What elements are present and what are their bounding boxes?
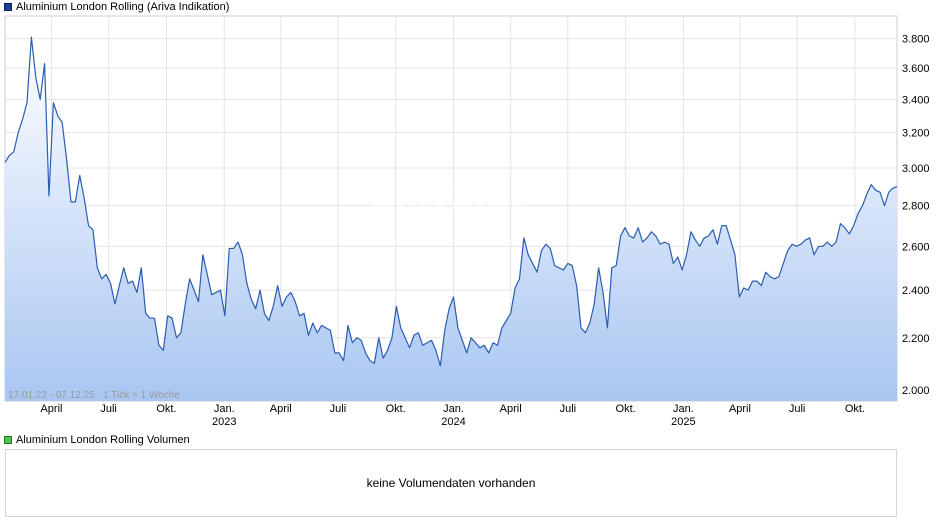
y-tick-label: 2.000	[902, 385, 930, 397]
x-tick-label: April	[270, 403, 292, 415]
y-tick-label: 3.800	[902, 34, 930, 46]
y-tick-label: 3.000	[902, 163, 930, 175]
x-tick-label: April	[729, 403, 751, 415]
x-year-label: 2025	[671, 416, 695, 428]
x-tick-label: April	[500, 403, 522, 415]
volume-legend-label: Aluminium London Rolling Volumen	[16, 434, 190, 446]
x-tick-label: Juli	[330, 403, 347, 415]
x-tick-label: Okt.	[386, 403, 406, 415]
price-line	[4, 36, 898, 367]
x-tick-label: Okt.	[616, 403, 636, 415]
x-tick-label: Jan.	[673, 403, 694, 415]
y-tick-label: 3.200	[902, 128, 930, 140]
price-chart[interactable]: ARIVA.DE 2.000 2.200 2.400 2.600 2.800 3.000 3…	[0, 0, 940, 432]
x-tick-label: April	[40, 403, 62, 415]
x-year-label: 2024	[441, 416, 465, 428]
price-legend-swatch	[4, 3, 12, 11]
y-tick-label: 3.600	[902, 63, 930, 75]
x-year-label: 2023	[212, 416, 236, 428]
x-tick-label: Okt.	[156, 403, 176, 415]
x-tick-label: Juli	[100, 403, 117, 415]
volume-legend-swatch	[4, 436, 12, 444]
price-legend: Aluminium London Rolling (Ariva Indikati…	[4, 0, 229, 14]
x-tick-label: Juli	[789, 403, 806, 415]
y-tick-label: 3.400	[902, 94, 930, 106]
x-tick-label: Jan.	[214, 403, 235, 415]
y-tick-label: 2.200	[902, 333, 930, 345]
y-axis: 2.000 2.200 2.400 2.600 2.800 3.000 3.200 3.400…	[902, 34, 930, 397]
volume-empty-message: keine Volumendaten vorhanden	[366, 476, 536, 490]
y-tick-label: 2.400	[902, 285, 930, 297]
range-info: 17.01.22 - 07.12.25 1 Tick = 1 Woche	[8, 390, 180, 401]
y-tick-label: 2.600	[902, 241, 930, 253]
x-tick-label: Okt.	[845, 403, 865, 415]
x-tick-label: Juli	[560, 403, 577, 415]
volume-legend: Aluminium London Rolling Volumen	[4, 433, 190, 447]
y-tick-label: 2.800	[902, 201, 930, 213]
volume-panel: keine Volumendaten vorhanden	[5, 449, 897, 517]
x-tick-label: Jan.	[443, 403, 464, 415]
price-legend-label: Aluminium London Rolling (Ariva Indikati…	[16, 1, 230, 13]
price-area	[5, 37, 897, 401]
watermark: ARIVA.DE	[370, 183, 532, 218]
